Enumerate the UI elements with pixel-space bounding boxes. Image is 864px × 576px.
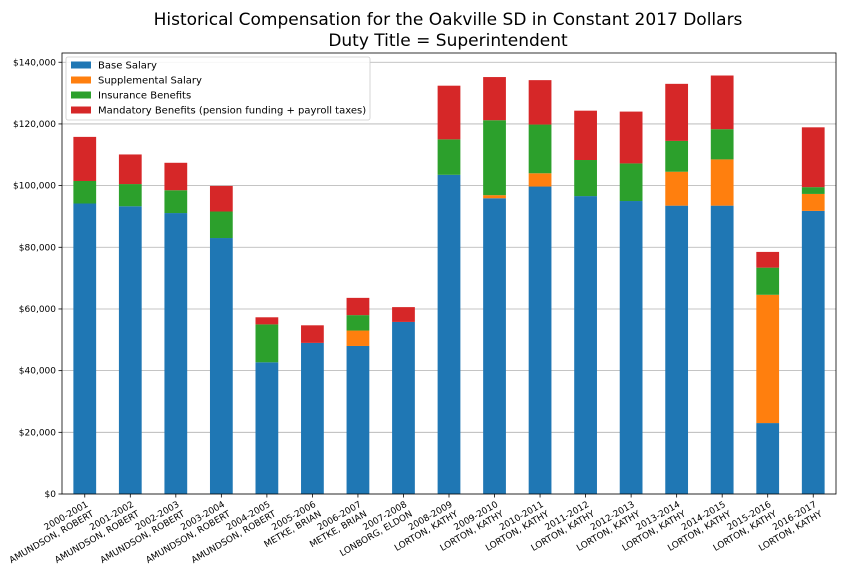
bar-segment-mandatory — [710, 75, 734, 130]
bar-segment-base — [209, 238, 233, 494]
bar-segment-base — [437, 174, 461, 494]
bar-segment-mandatory — [619, 111, 643, 164]
bar-segment-mandatory — [392, 307, 415, 322]
bar-segment-supplemental — [346, 330, 370, 346]
legend-label: Supplemental Salary — [98, 76, 202, 87]
bar-segment-insurance — [437, 139, 461, 175]
bar-segment-insurance — [164, 190, 188, 214]
y-tick-label: $100,000 — [13, 182, 56, 192]
bar-segment-base — [164, 213, 188, 495]
bar-segment-mandatory — [574, 110, 597, 161]
bar-segment-insurance — [756, 267, 780, 295]
chart-title: Historical Compensation for the Oakville… — [154, 10, 743, 30]
legend-swatch — [71, 76, 91, 84]
bar-segment-mandatory — [73, 136, 97, 181]
bar-segment-supplemental — [528, 173, 552, 187]
bar-segment-mandatory — [528, 80, 552, 125]
bar-segment-base — [756, 423, 780, 494]
bar-segment-supplemental — [710, 159, 734, 206]
bar-segment-insurance — [255, 324, 279, 363]
bar-segment-insurance — [209, 211, 233, 239]
x-axis: 2000-2001AMUNDSON, ROBERT2001-2002AMUNDS… — [2, 494, 825, 566]
bars — [73, 75, 825, 495]
bar-segment-insurance — [346, 315, 370, 331]
bar-segment-supplemental — [483, 195, 506, 199]
bar-segment-mandatory — [665, 83, 689, 141]
bar-segment-mandatory — [118, 154, 142, 185]
y-tick-label: $60,000 — [19, 305, 56, 315]
bar-segment-insurance — [665, 140, 689, 172]
y-tick-label: $140,000 — [13, 58, 56, 68]
chart-subtitle: Duty Title = Superintendent — [328, 31, 568, 51]
legend-swatch — [71, 91, 91, 99]
bar-segment-base — [801, 210, 825, 495]
y-axis: $0 $20,000 $40,000 $60,000 $80,000 $100,000 $1… — [13, 58, 62, 500]
bar-segment-base — [619, 201, 643, 495]
bar-segment-base — [301, 342, 324, 494]
y-tick-label: $20,000 — [19, 428, 56, 438]
bar-segment-base — [483, 198, 506, 494]
legend-label: Base Salary — [98, 61, 157, 72]
y-tick-label: $120,000 — [13, 120, 56, 130]
bar-segment-base — [346, 345, 370, 494]
bar-segment-supplemental — [665, 171, 689, 206]
legend-label: Mandatory Benefits (pension funding + pa… — [98, 106, 366, 117]
bar-segment-insurance — [574, 160, 597, 197]
bar-segment-base — [528, 186, 552, 494]
bar-segment-mandatory — [346, 297, 370, 316]
bar-segment-insurance — [619, 163, 643, 202]
bar-segment-base — [118, 206, 142, 494]
bar-segment-base — [392, 321, 415, 494]
bar-segment-mandatory — [209, 185, 233, 212]
bar-segment-mandatory — [301, 325, 324, 343]
bar-segment-mandatory — [756, 251, 780, 268]
bar-segment-insurance — [483, 120, 506, 196]
bar-segment-mandatory — [437, 85, 461, 140]
y-tick-label: $80,000 — [19, 243, 56, 253]
legend-box — [65, 56, 371, 121]
bar-segment-mandatory — [483, 77, 506, 121]
legend-swatch — [71, 61, 91, 69]
bar-segment-mandatory — [255, 317, 279, 325]
bar-segment-insurance — [710, 129, 734, 160]
legend: Base Salary Supplemental Salary Insurance … — [65, 56, 371, 121]
bar-segment-insurance — [118, 184, 142, 207]
y-tick-label: $0 — [45, 490, 57, 500]
bar-segment-base — [574, 196, 597, 495]
bar-segment-insurance — [801, 187, 825, 194]
y-tick-label: $40,000 — [19, 367, 56, 377]
bar-segment-insurance — [73, 180, 97, 204]
bar-segment-mandatory — [164, 162, 188, 191]
legend-swatch — [71, 106, 91, 114]
bar-segment-base — [665, 205, 689, 494]
bar-segment-base — [710, 205, 734, 494]
bar-segment-supplemental — [801, 193, 825, 211]
bar-segment-base — [255, 362, 279, 494]
x-tick-label: 2000-2001AMUNDSON, ROBERT — [2, 500, 96, 566]
bar-segment-insurance — [528, 124, 552, 174]
x-tick-name: AMUNDSON, ROBERT — [8, 509, 96, 566]
legend-label: Insurance Benefits — [98, 91, 191, 102]
bar-segment-base — [73, 203, 97, 494]
bar-segment-supplemental — [756, 294, 780, 424]
bar-segment-mandatory — [801, 127, 825, 188]
